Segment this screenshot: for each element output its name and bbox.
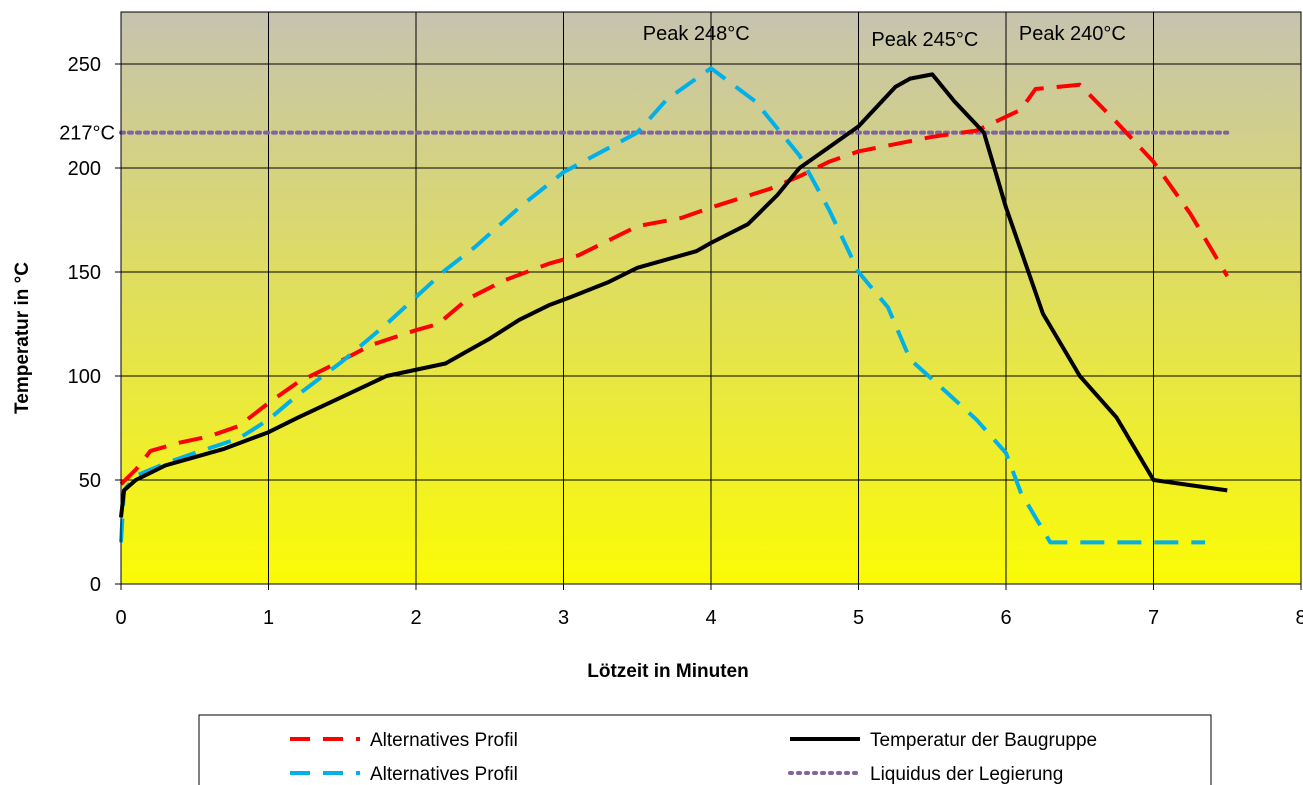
peak-annotation-3: Peak 240°C [1019, 23, 1126, 45]
x-tick-label: 7 [1148, 607, 1159, 629]
legend-label-3: Temperatur der Baugruppe [870, 730, 1097, 751]
peak-annotation-2: Peak 245°C [871, 29, 978, 51]
annotations: Peak 248°C Peak 245°C Peak 240°C 217°C [59, 23, 1126, 145]
legend-label-4: Liquidus der Legierung [870, 764, 1063, 785]
series-line-3 [119, 72, 1228, 518]
y-tick-label: 250 [68, 54, 101, 76]
legend: Alternatives Profil Temperatur der Baugru… [198, 714, 1212, 785]
y-tick-label: 50 [79, 470, 101, 492]
data-series [119, 66, 1230, 545]
y-tick-label: 0 [90, 574, 101, 596]
peak-annotation-1: Peak 248°C [643, 23, 750, 45]
liquidus-axis-annotation: 217°C [59, 123, 115, 145]
x-tick-label: 0 [115, 607, 126, 629]
x-axis-label: Lötzeit in Minuten [587, 661, 748, 682]
x-tick-label: 3 [558, 607, 569, 629]
y-tick-label: 200 [68, 158, 101, 180]
x-tick-label: 6 [1000, 607, 1011, 629]
x-tick-label: 2 [410, 607, 421, 629]
x-tick-label: 5 [853, 607, 864, 629]
x-tick-label: 4 [705, 607, 716, 629]
y-tick-label: 150 [68, 262, 101, 284]
legend-label-2: Alternatives Profil [370, 764, 518, 785]
legend-label-1: Alternatives Profil [370, 730, 518, 751]
y-axis-ticks: 0 50 100 150 200 250 [68, 54, 121, 596]
x-axis-ticks: 0 1 2 3 4 5 6 7 8 [115, 584, 1303, 629]
y-tick-label: 100 [68, 366, 101, 388]
x-tick-label: 8 [1295, 607, 1303, 629]
y-axis-label: Temperatur in °C [12, 262, 33, 414]
series-line-1 [119, 82, 1230, 486]
legend-frame [198, 714, 1212, 785]
x-tick-label: 1 [263, 607, 274, 629]
series-line-2 [119, 66, 1206, 545]
